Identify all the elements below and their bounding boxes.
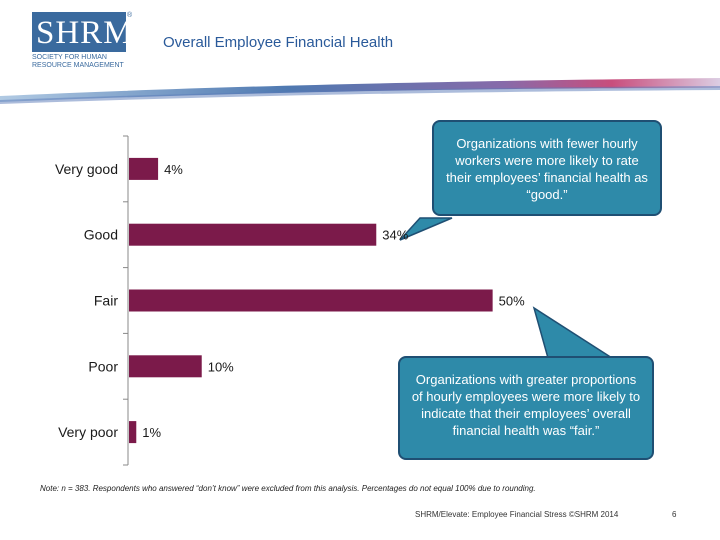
page-number: 6	[672, 510, 677, 519]
bar-poor	[129, 355, 202, 378]
value-label: 4%	[164, 162, 183, 177]
value-label: 50%	[499, 294, 525, 309]
callout-fair: Organizations with greater proportions o…	[398, 356, 654, 460]
shrm-logo: SHRM ® Society for Human Resource Manage…	[32, 12, 133, 74]
value-label: 10%	[208, 359, 234, 374]
logo-registered-mark: ®	[127, 12, 133, 19]
logo-abbr: SHRM	[36, 15, 134, 51]
logo-box: SHRM	[32, 12, 133, 52]
category-label: Poor	[88, 358, 118, 374]
callout-good-tail	[399, 217, 453, 241]
category-label: Good	[84, 227, 118, 243]
category-label: Very good	[55, 161, 118, 177]
category-label: Very poor	[58, 424, 118, 440]
value-label: 1%	[142, 425, 161, 440]
footer-source: SHRM/Elevate: Employee Financial Stress …	[415, 510, 619, 519]
value-label: 34%	[382, 228, 408, 243]
footnote: Note: n = 383. Respondents who answered …	[40, 484, 536, 493]
callout-fair-tail	[532, 306, 615, 359]
logo-subtitle: Society for Human Resource Management	[32, 54, 124, 69]
page-title: Overall Employee Financial Health	[163, 34, 394, 51]
bar-very-good	[129, 157, 159, 180]
bar-fair	[129, 289, 493, 312]
bar-good	[129, 223, 377, 246]
callout-good: Organizations with fewer hourly workers …	[432, 120, 662, 216]
bar-very-poor	[129, 421, 137, 444]
header-swoosh	[0, 78, 720, 104]
category-label: Fair	[94, 293, 118, 309]
